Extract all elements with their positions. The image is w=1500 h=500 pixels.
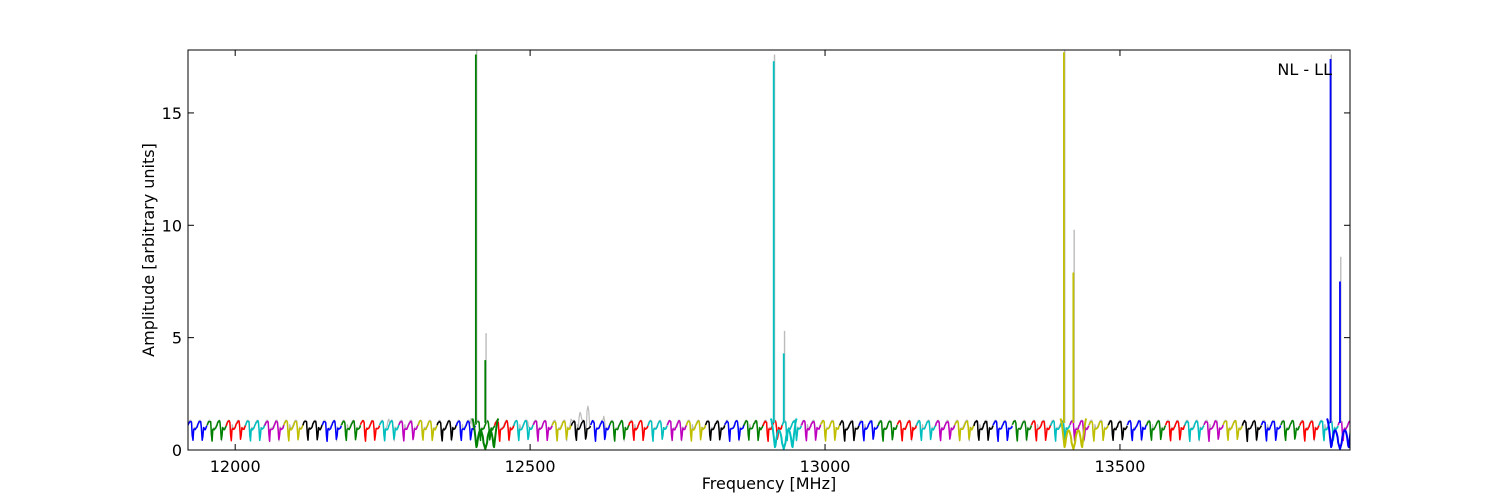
band-segment (398, 420, 419, 442)
band-segment (896, 420, 918, 442)
band-segment (858, 420, 879, 442)
deep-dip (1326, 418, 1350, 450)
plot-frame (187, 49, 1351, 451)
band-segment (934, 420, 956, 442)
band-segment (359, 419, 381, 442)
band-segment (436, 420, 458, 442)
band-segment (1164, 420, 1186, 442)
band-segment (800, 420, 822, 442)
band-segment (724, 420, 745, 442)
band-segment (570, 419, 592, 442)
band-segment (685, 420, 707, 442)
band-segment (1241, 419, 1263, 443)
x-tick-label: 12000 (210, 457, 261, 476)
band-segment (1145, 420, 1167, 441)
x-tick-label: 13000 (800, 457, 851, 476)
band-segment (1030, 420, 1052, 442)
band-segment (474, 420, 496, 442)
band-segment (1203, 420, 1224, 443)
x-tick-label: 12500 (505, 457, 556, 476)
band-segment (513, 419, 534, 442)
band-segment (340, 420, 362, 442)
band-segment (283, 419, 304, 442)
band-segment (1088, 420, 1109, 442)
band-segment (1260, 420, 1282, 442)
band-segment (1222, 419, 1243, 441)
band-segment (225, 420, 247, 442)
deep-dip (769, 418, 798, 450)
deep-dip (471, 418, 500, 450)
band-segment (666, 419, 688, 441)
band-segment (647, 420, 668, 442)
band-segment (915, 419, 937, 442)
band-segment (302, 420, 323, 441)
band-segment (1184, 420, 1205, 443)
band-segment (379, 419, 400, 442)
band-segment (877, 420, 898, 442)
band-segment (781, 420, 803, 442)
x-axis-label: Frequency [MHz] (702, 474, 836, 493)
band-segment (1049, 420, 1071, 442)
chart-annotation: NL - LL (1277, 60, 1332, 79)
band-segment (551, 420, 572, 442)
band-segment (206, 419, 227, 442)
band-segment (417, 419, 438, 442)
band-segment (589, 419, 611, 442)
band-segment (973, 420, 994, 441)
band-segment (609, 419, 630, 442)
band-segment (1107, 420, 1128, 442)
band-segment (743, 419, 764, 442)
band-segment (455, 420, 477, 442)
band-segment (839, 420, 860, 442)
y-axis-label: Amplitude [arbitrary units] (139, 143, 158, 357)
band-segment (954, 420, 975, 441)
band-segment (321, 419, 343, 443)
x-tick-label: 13500 (1095, 457, 1146, 476)
band-segment (704, 420, 726, 441)
band-segment (264, 420, 285, 442)
band-segment (532, 420, 553, 442)
band-segment (188, 420, 208, 441)
y-tick-label: 5 (172, 329, 182, 348)
y-tick-label: 15 (162, 104, 182, 123)
band-segment (244, 420, 266, 442)
band-segment (628, 419, 649, 442)
deep-dip (1059, 418, 1088, 450)
band-segment (1011, 420, 1033, 442)
band-segment (1126, 420, 1148, 442)
band-segment (1299, 420, 1320, 442)
ticks: 12000 12500 13000 13500 0 5 10 15 (162, 50, 1350, 476)
y-tick-label: 10 (162, 216, 182, 235)
band-segment (992, 420, 1013, 443)
y-tick-label: 0 (172, 441, 182, 460)
plot-content (188, 50, 1350, 450)
band-segment (1280, 419, 1301, 442)
band-segment (819, 420, 841, 442)
